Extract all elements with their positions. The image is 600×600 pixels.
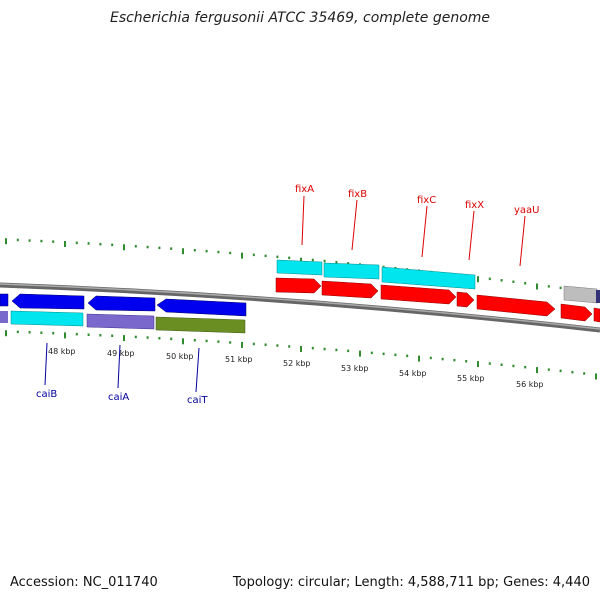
highlight-track [276,259,476,290]
leader-fixB [351,199,358,251]
gene-label-fixX[interactable]: fixX [465,200,484,211]
cds-forward-fixB [321,280,379,299]
leader-caiT [195,347,200,393]
map-title: Escherichia fergusonii ATCC 35469, compl… [109,10,491,26]
highlight-fixC [381,266,476,290]
cds-grey [563,285,598,304]
cds-reverse-2 [11,293,85,310]
cds-reverse-3 [87,295,156,312]
scale-label-50: 50 kbp [166,352,194,361]
gene-labels-top: fixA fixB fixC fixX yaaU [295,184,540,216]
reverse-cds-track [0,293,247,317]
leader-fixC [421,205,428,258]
forward-cds-track [275,277,600,323]
gene-label-fixC[interactable]: fixC [417,195,436,206]
gene-label-caiA[interactable]: caiA [108,392,129,403]
left-lower-track [0,310,246,334]
gene-labels-bottom: caiB caiA caiT [36,389,208,406]
scale-labels: 48 kbp 49 kbp 50 kbp 51 kbp 52 kbp 53 kb… [48,347,544,389]
cds-forward-fixX [456,291,475,308]
gene-label-caiB[interactable]: caiB [36,389,57,400]
scale-label-56: 56 kbp [516,380,544,389]
leader-caiB [44,342,48,386]
cds-fragment-lavender [0,311,8,323]
scale-label-48: 48 kbp [48,347,76,356]
cds-forward-fixA [275,277,322,294]
scale-label-51: 51 kbp [225,355,253,364]
cds-lavender-caiA [86,313,155,330]
leader-caiA [117,344,121,389]
gene-leader-lines [44,195,526,393]
cds-reverse-1 [0,293,9,307]
cds-forward-fixC [380,284,457,305]
cds-cyan-caiB [10,310,84,327]
inner-tick-marks [5,330,597,380]
genome-backbone-highlight [0,283,600,330]
gene-label-yaaU[interactable]: yaaU [514,205,540,216]
genome-summary-text: Topology: circular; Length: 4,588,711 bp… [232,575,590,590]
scale-label-52: 52 kbp [283,359,311,368]
scale-label-55: 55 kbp [457,374,485,383]
gene-label-fixA[interactable]: fixA [295,184,314,195]
genome-backbone [0,282,600,333]
leader-fixA [301,195,305,246]
scale-label-54: 54 kbp [399,369,427,378]
cds-forward-edge [593,307,600,323]
cds-olive-caiT [155,316,246,334]
cds-edge-navy [596,290,600,303]
cds-forward-next [560,303,593,322]
highlight-fixA [276,259,323,276]
leader-fixX [468,210,475,261]
scale-label-53: 53 kbp [341,364,369,373]
highlight-fixB [323,262,380,280]
gene-label-caiT[interactable]: caiT [187,395,208,406]
scale-label-49: 49 kbp [107,349,135,358]
leader-yaaU [519,215,526,267]
accession-text: Accession: NC_011740 [10,575,158,590]
cds-reverse-4 [156,298,247,317]
cds-forward-yaaU [476,294,556,317]
gene-label-fixB[interactable]: fixB [348,189,367,200]
